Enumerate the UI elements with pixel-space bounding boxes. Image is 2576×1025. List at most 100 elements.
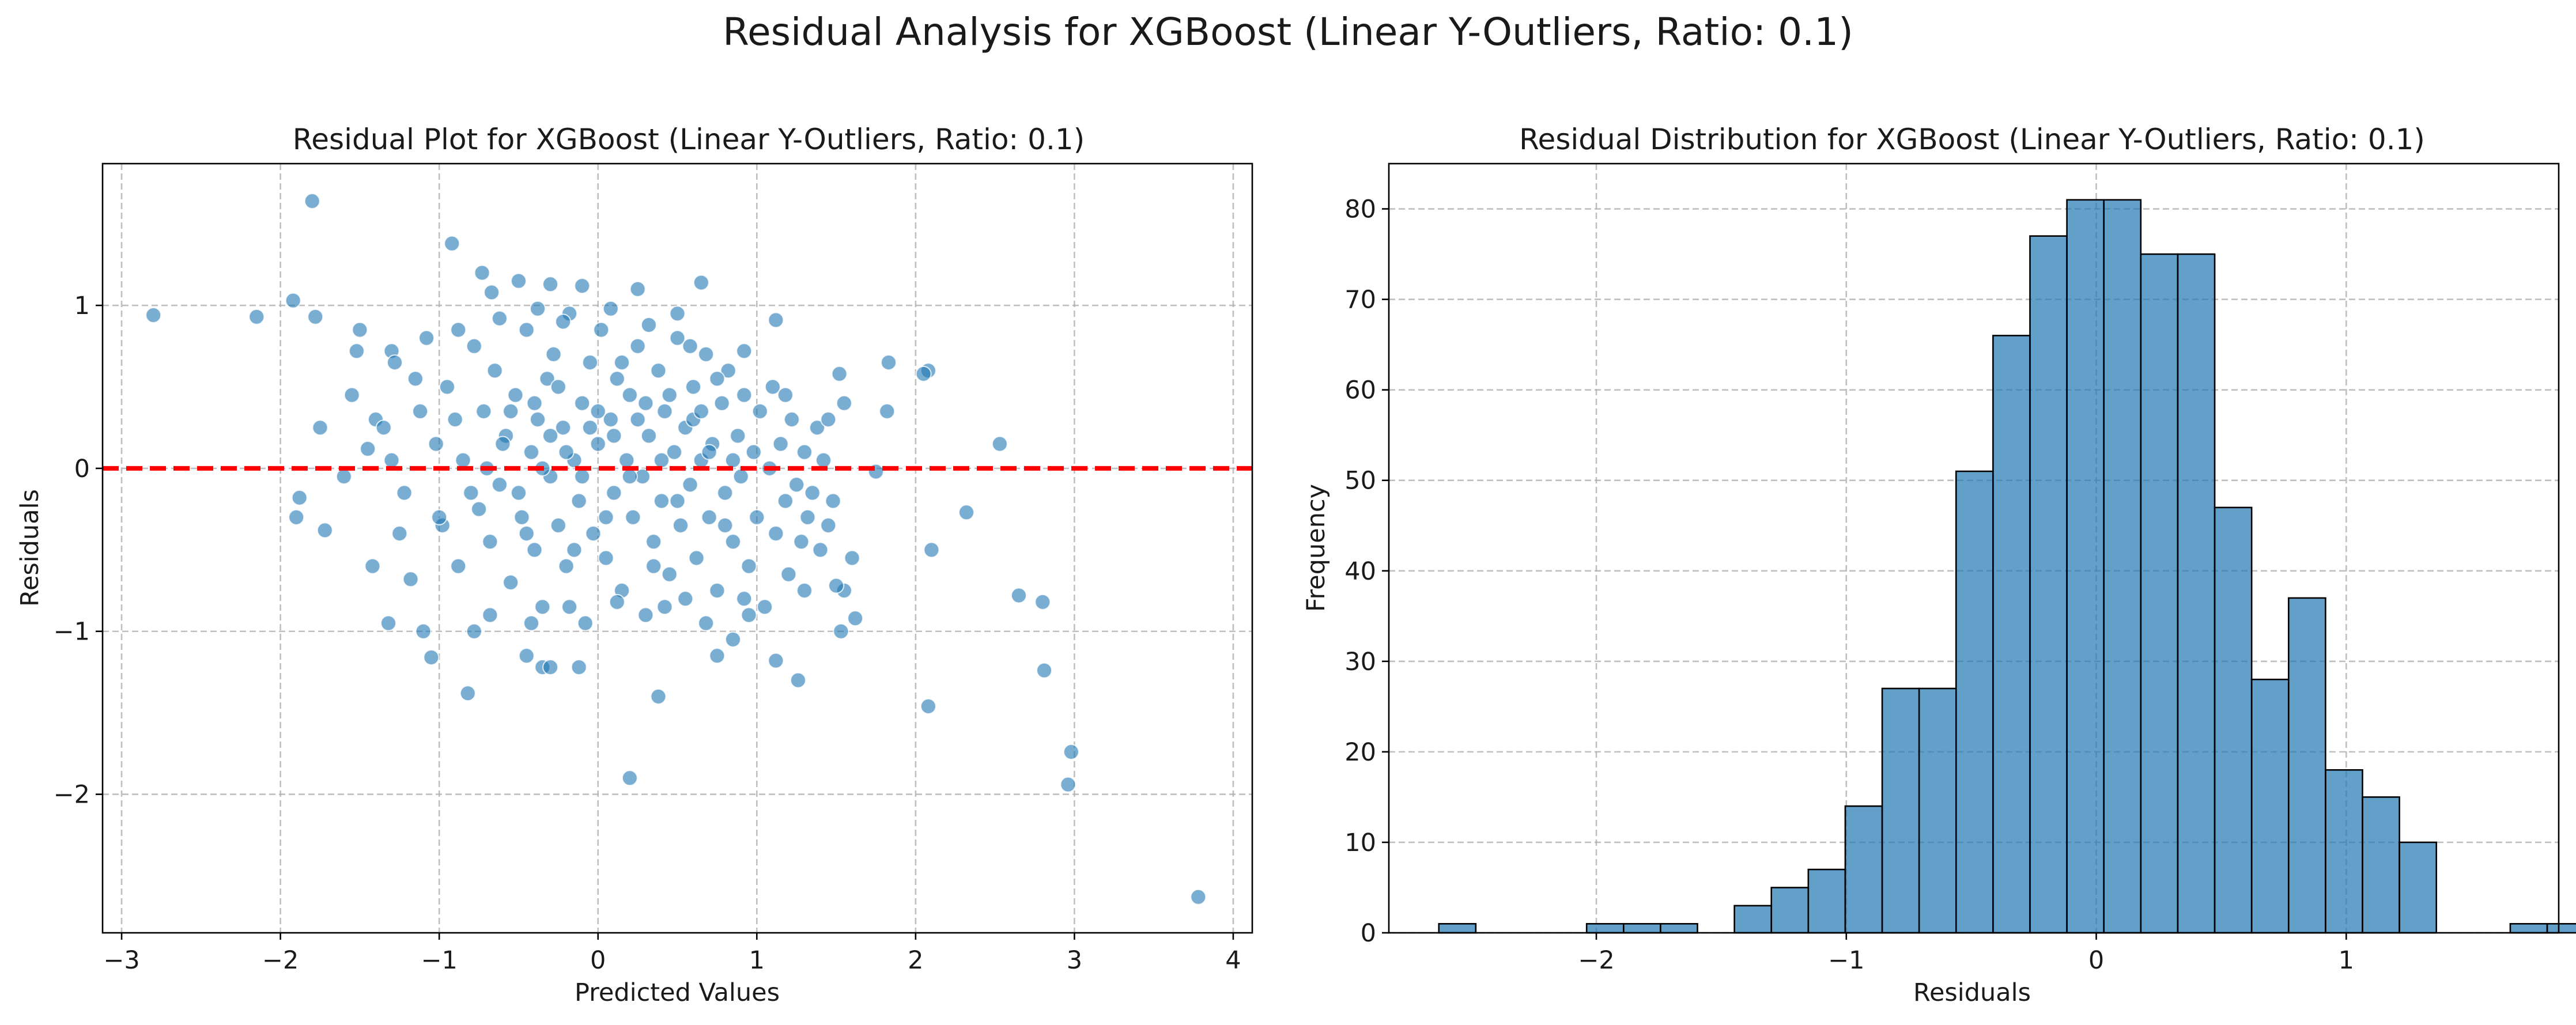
- scatter-point: [736, 343, 753, 360]
- scatter-point: [343, 387, 360, 403]
- scatter-point: [542, 276, 559, 293]
- scatter-point: [640, 428, 657, 444]
- scatter-point: [571, 659, 587, 675]
- scatter-point: [629, 338, 646, 354]
- scatter-point: [650, 362, 667, 379]
- histogram-y-tick-label: 70: [1344, 286, 1376, 315]
- scatter-point: [418, 330, 435, 346]
- scatter-point: [364, 558, 381, 574]
- scatter-y-tick-label: 1: [74, 292, 90, 320]
- scatter-point: [561, 599, 578, 615]
- scatter-point: [510, 273, 527, 289]
- scatter-point: [593, 322, 610, 338]
- scatter-grid: [103, 164, 1252, 933]
- scatter-x-tick-label: 1: [749, 946, 765, 975]
- histogram-title: Residual Distribution for XGBoost (Linea…: [1519, 123, 2425, 156]
- scatter-point: [828, 577, 845, 594]
- histogram-bar: [1955, 470, 1994, 934]
- histogram-bars: [1438, 199, 2576, 934]
- histogram-x-tick-label: 0: [2088, 946, 2104, 975]
- histogram-bar: [1733, 905, 1773, 934]
- scatter-point: [486, 362, 503, 379]
- scatter-point: [825, 493, 841, 509]
- scatter-point: [145, 307, 162, 324]
- scatter-y-axis-label: Residuals: [16, 489, 44, 607]
- scatter-point: [530, 300, 546, 317]
- scatter-point: [1010, 587, 1027, 604]
- scatter-point: [348, 343, 365, 360]
- scatter-point: [598, 509, 614, 525]
- scatter-point: [550, 517, 566, 534]
- scatter-point: [387, 354, 403, 371]
- scatter-point: [698, 615, 715, 631]
- scatter-point: [307, 308, 324, 325]
- histogram-plot-frame: [1388, 162, 2560, 934]
- scatter-point: [304, 193, 320, 210]
- scatter-point: [713, 395, 730, 411]
- scatter-point: [741, 607, 757, 623]
- scatter-point: [669, 330, 686, 346]
- scatter-point: [248, 308, 265, 325]
- scatter-point: [288, 509, 305, 525]
- scatter-point: [444, 235, 460, 252]
- scatter-point: [471, 501, 488, 517]
- scatter-x-tick-label: −3: [103, 946, 139, 975]
- scatter-point: [503, 403, 519, 419]
- histogram-bar: [1660, 922, 1698, 934]
- scatter-point: [581, 354, 598, 371]
- scatter-point: [685, 379, 702, 395]
- figure-suptitle: Residual Analysis for XGBoost (Linear Y-…: [723, 10, 1853, 54]
- scatter-point: [463, 485, 479, 501]
- scatter-point: [796, 444, 813, 460]
- scatter-point: [724, 534, 741, 550]
- histogram-bar: [2250, 678, 2290, 934]
- scatter-plot-frame: [101, 162, 1253, 934]
- scatter-point: [844, 550, 860, 566]
- scatter-point: [534, 599, 551, 615]
- scatter-point: [558, 444, 575, 460]
- scatter-point: [1063, 744, 1079, 761]
- scatter-point: [609, 593, 625, 610]
- scatter-point: [745, 444, 762, 460]
- scatter-point: [606, 485, 622, 501]
- scatter-point: [518, 648, 535, 664]
- scatter-point: [590, 403, 606, 419]
- histogram-x-tick-label: 1: [2339, 946, 2354, 975]
- scatter-point: [645, 558, 662, 574]
- histogram-bar: [2103, 199, 2142, 934]
- histogram-bar: [2509, 922, 2548, 934]
- scatter-point: [1034, 593, 1051, 610]
- scatter-point: [494, 436, 511, 452]
- scatter-point: [701, 509, 717, 525]
- scatter-point: [793, 534, 810, 550]
- scatter-ticks: −3 −2 −1 0 1 2 3 4 −2 −1 0 1: [54, 292, 1241, 975]
- scatter-point: [736, 387, 753, 403]
- histogram-bar: [1881, 687, 1920, 934]
- scatter-point: [455, 452, 471, 468]
- scatter-point: [555, 419, 572, 436]
- scatter-point: [415, 623, 432, 640]
- scatter-point: [510, 485, 527, 501]
- scatter-points: [145, 193, 1207, 905]
- scatter-point: [780, 566, 797, 583]
- histogram-y-tick-label: 50: [1344, 467, 1376, 496]
- scatter-point: [645, 534, 662, 550]
- scatter-point: [396, 485, 413, 501]
- histogram-bar: [1844, 805, 1883, 934]
- scatter-x-tick-label: 4: [1225, 946, 1241, 975]
- scatter-point: [682, 476, 698, 493]
- scatter-point: [650, 688, 667, 705]
- scatter-point: [698, 346, 715, 362]
- scatter-point: [831, 365, 848, 382]
- scatter-point: [751, 403, 768, 419]
- scatter-point: [518, 525, 535, 542]
- scatter-point: [530, 411, 546, 428]
- histogram-bar: [2214, 506, 2253, 934]
- scatter-point: [764, 379, 781, 395]
- scatter-point: [482, 607, 498, 623]
- scatter-point: [796, 583, 813, 599]
- scatter-point: [475, 403, 492, 419]
- scatter-point: [915, 365, 932, 382]
- scatter-point: [291, 489, 308, 506]
